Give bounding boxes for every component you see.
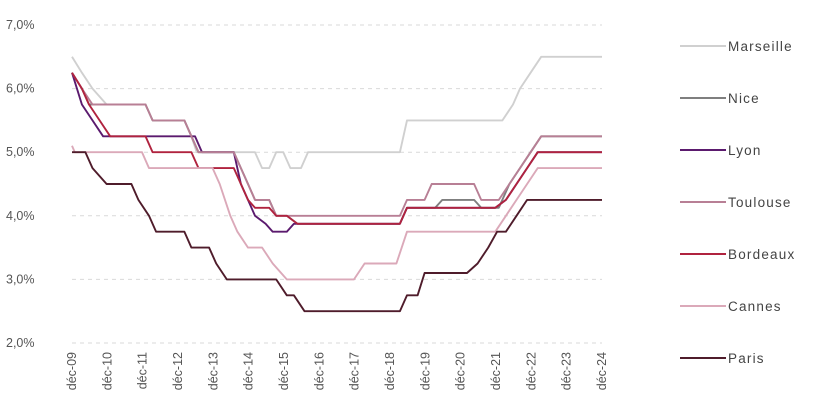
y-tick-label: 4,0% bbox=[6, 209, 35, 223]
series-line-paris bbox=[72, 151, 602, 313]
y-tick-label: 3,0% bbox=[6, 272, 35, 286]
series-line-bordeaux bbox=[71, 72, 602, 225]
legend: Marseille Nice Lyon Toulouse Bordeaux Cannes P… bbox=[680, 39, 795, 366]
series-line-toulouse bbox=[71, 72, 602, 217]
y-tick-label: 5,0% bbox=[6, 145, 35, 159]
x-tick-label: déc-14 bbox=[242, 352, 256, 390]
x-tick-label: déc-24 bbox=[595, 352, 609, 390]
x-tick-label: déc-16 bbox=[312, 352, 326, 390]
y-tick-label: 7,0% bbox=[6, 18, 35, 32]
x-tick-label: déc-13 bbox=[206, 352, 220, 390]
legend-label: Toulouse bbox=[728, 195, 792, 210]
x-tick-label: déc-17 bbox=[348, 352, 362, 390]
legend-label: Paris bbox=[728, 351, 765, 366]
x-tick-label: déc-09 bbox=[65, 352, 79, 390]
x-tick-label: déc-21 bbox=[489, 352, 503, 390]
series-line-cannes bbox=[71, 145, 602, 281]
x-tick-label: déc-15 bbox=[277, 352, 291, 390]
x-axis: déc-09 déc-10 déc-11 déc-12 déc-13 déc-14 déc-… bbox=[65, 352, 609, 390]
x-tick-label: déc-19 bbox=[418, 352, 432, 390]
x-tick-label: déc-22 bbox=[524, 352, 538, 390]
series-lines bbox=[71, 55, 602, 313]
gridlines bbox=[72, 24, 602, 344]
legend-label: Nice bbox=[728, 91, 760, 106]
legend-label: Marseille bbox=[728, 39, 793, 54]
x-tick-label: déc-20 bbox=[454, 352, 468, 390]
legend-label: Bordeaux bbox=[728, 247, 795, 262]
x-tick-label: déc-23 bbox=[560, 352, 574, 390]
y-axis: 2,0% 3,0% 4,0% 5,0% 6,0% 7,0% bbox=[6, 18, 35, 350]
y-tick-label: 2,0% bbox=[6, 336, 35, 350]
x-tick-label: déc-12 bbox=[171, 352, 185, 390]
x-tick-label: déc-18 bbox=[383, 352, 397, 390]
legend-label: Lyon bbox=[728, 143, 762, 158]
legend-label: Cannes bbox=[728, 299, 782, 314]
x-tick-label: déc-11 bbox=[136, 352, 150, 389]
x-tick-label: déc-10 bbox=[100, 352, 114, 390]
y-tick-label: 6,0% bbox=[6, 82, 35, 96]
